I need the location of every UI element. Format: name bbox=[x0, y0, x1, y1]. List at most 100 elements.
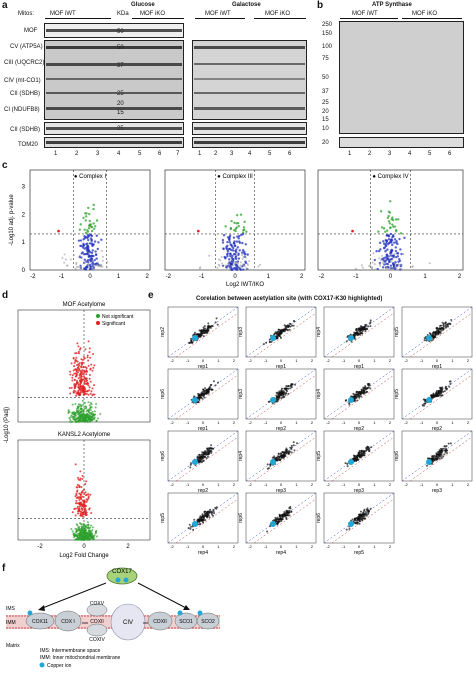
data-point bbox=[386, 216, 390, 220]
data-point bbox=[200, 329, 203, 332]
data-point bbox=[83, 386, 86, 389]
data-point bbox=[87, 384, 90, 387]
tick: -2 bbox=[248, 544, 252, 549]
marker-b: 50 bbox=[322, 75, 329, 81]
data-point bbox=[74, 267, 77, 270]
data-point bbox=[84, 509, 87, 512]
data-point bbox=[95, 234, 99, 237]
data-point bbox=[246, 264, 249, 267]
data-point bbox=[74, 534, 77, 537]
tick: 1 bbox=[451, 358, 454, 363]
x-tick: 0 bbox=[233, 274, 237, 280]
tick: 1 bbox=[373, 482, 376, 487]
x-axis-label: rep2 bbox=[432, 426, 442, 432]
data-point bbox=[387, 258, 390, 262]
data-point bbox=[94, 532, 97, 535]
data-point bbox=[85, 493, 88, 496]
x-axis-label: rep2 bbox=[198, 488, 208, 494]
data-point bbox=[358, 517, 361, 520]
data-point bbox=[423, 404, 426, 407]
data-point bbox=[381, 266, 385, 269]
marker-b: 10 bbox=[322, 126, 329, 132]
data-point bbox=[277, 452, 280, 455]
data-point bbox=[395, 267, 398, 270]
data-point bbox=[78, 391, 81, 394]
data-point bbox=[83, 499, 86, 502]
data-point bbox=[202, 394, 205, 397]
data-point bbox=[241, 251, 244, 254]
data-point bbox=[87, 206, 90, 210]
data-point bbox=[368, 265, 371, 268]
tick: -2 bbox=[248, 482, 252, 487]
data-point bbox=[81, 490, 84, 493]
tick: -2 bbox=[326, 482, 330, 487]
data-point bbox=[290, 510, 293, 513]
data-point bbox=[203, 325, 206, 328]
data-point bbox=[190, 339, 193, 342]
data-point bbox=[73, 378, 76, 381]
data-point bbox=[81, 384, 84, 387]
data-point bbox=[401, 264, 404, 267]
data-point bbox=[84, 414, 87, 417]
data-point bbox=[276, 523, 279, 526]
data-point bbox=[432, 331, 435, 334]
data-point bbox=[72, 254, 75, 257]
tick: 1 bbox=[295, 358, 298, 363]
marker-b: 75 bbox=[322, 56, 329, 62]
data-point bbox=[75, 352, 78, 355]
data-point bbox=[353, 458, 356, 461]
cox11-label: COX11 bbox=[32, 619, 48, 625]
data-point bbox=[77, 412, 80, 415]
data-point bbox=[71, 420, 74, 423]
data-point bbox=[73, 416, 76, 419]
lane-number: 1 bbox=[198, 151, 202, 157]
data-point bbox=[355, 460, 358, 463]
data-point bbox=[444, 326, 447, 329]
data-point bbox=[431, 333, 434, 336]
data-point bbox=[90, 403, 93, 406]
tick: -2 bbox=[170, 358, 174, 363]
data-point bbox=[386, 233, 389, 237]
data-point bbox=[287, 514, 290, 517]
data-point bbox=[106, 261, 109, 264]
data-point bbox=[202, 329, 205, 332]
data-point bbox=[229, 252, 232, 256]
data-point bbox=[91, 410, 94, 413]
data-point bbox=[208, 516, 211, 519]
data-point bbox=[80, 493, 83, 496]
data-point bbox=[360, 264, 363, 267]
data-point bbox=[385, 266, 388, 269]
data-point bbox=[222, 234, 226, 237]
data-point bbox=[87, 364, 90, 367]
data-point bbox=[392, 254, 395, 257]
data-point bbox=[194, 331, 197, 334]
data-point bbox=[83, 267, 86, 270]
data-point bbox=[77, 536, 80, 539]
group-label-b2: MOF iKO bbox=[412, 11, 437, 17]
sco2-complex bbox=[196, 612, 220, 630]
data-point bbox=[224, 225, 227, 228]
data-point bbox=[108, 268, 111, 271]
data-point bbox=[75, 531, 78, 534]
data-point bbox=[228, 241, 232, 244]
data-point bbox=[88, 255, 92, 258]
data-point bbox=[436, 392, 439, 395]
data-point bbox=[360, 389, 363, 392]
data-point bbox=[93, 240, 97, 243]
data-point bbox=[266, 463, 269, 466]
coxv-complex bbox=[86, 603, 108, 617]
data-point bbox=[210, 451, 213, 454]
data-point bbox=[381, 254, 384, 257]
data-point bbox=[231, 259, 234, 262]
data-point bbox=[84, 231, 88, 235]
data-point bbox=[192, 528, 195, 531]
data-point bbox=[209, 508, 212, 511]
data-point bbox=[440, 329, 443, 332]
data-point bbox=[85, 537, 88, 540]
data-point bbox=[278, 513, 281, 516]
data-point bbox=[388, 260, 391, 264]
data-point bbox=[432, 455, 435, 458]
data-point bbox=[449, 442, 452, 445]
data-point bbox=[90, 411, 93, 414]
x-tick: -1 bbox=[353, 274, 359, 280]
